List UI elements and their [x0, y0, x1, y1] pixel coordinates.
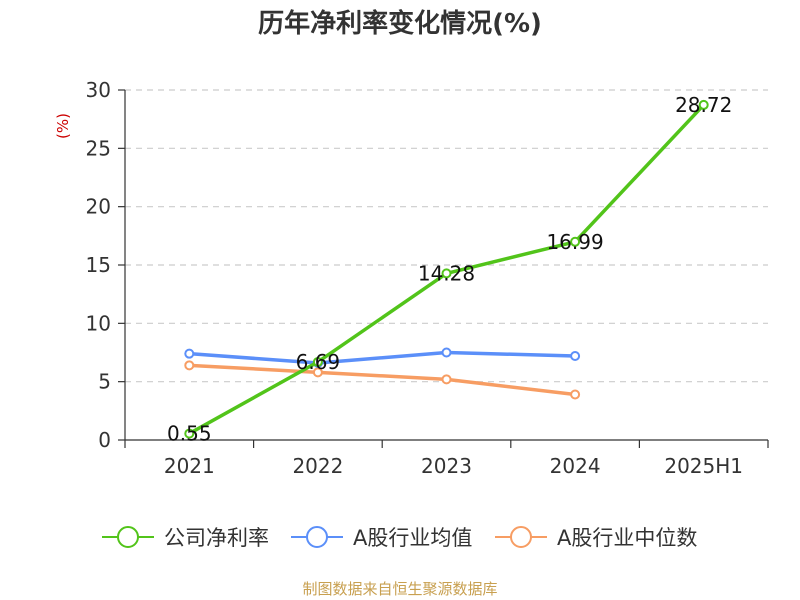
- x-tick-label: 2023: [421, 454, 472, 478]
- data-label: 16.99: [546, 230, 603, 254]
- data-labels: 0.55 6.69 14.28 16.99 28.72: [167, 93, 732, 446]
- data-point: [312, 356, 323, 367]
- y-tick-label: 20: [86, 195, 111, 219]
- y-tick-label: 30: [86, 78, 111, 102]
- x-tick-label: 2021: [164, 454, 215, 478]
- series-line: [187, 350, 577, 365]
- data-point: [570, 389, 581, 400]
- series-lines: [184, 99, 709, 439]
- legend-label: A股行业中位数: [557, 526, 697, 550]
- data-point: [312, 367, 323, 378]
- source-note: 制图数据来自恒生聚源数据库: [302, 580, 497, 598]
- y-axis-unit: (%): [54, 113, 72, 139]
- legend-label: 公司净利率: [164, 526, 269, 550]
- data-point: [184, 428, 195, 439]
- data-point: [698, 99, 709, 110]
- data-label: 6.69: [296, 350, 341, 374]
- x-tick-label: 2022: [292, 454, 343, 478]
- x-tick-label: 2024: [550, 454, 601, 478]
- data-label: 14.28: [418, 261, 475, 285]
- data-point: [570, 351, 581, 361]
- data-point: [441, 268, 452, 279]
- y-tick-label: 0: [98, 428, 111, 452]
- x-tick-label: 2025H1: [664, 454, 743, 478]
- data-point: [184, 348, 195, 359]
- legend: 公司净利率 A股行业均值 A股行业中位数: [102, 526, 697, 550]
- series-line: [187, 363, 577, 397]
- axes: 0 5 10 15 20 25 30 2021 2022 2023 2024 2025H1: [86, 78, 769, 478]
- y-tick-label: 5: [98, 370, 111, 394]
- data-point: [441, 374, 452, 385]
- data-point: [184, 360, 195, 371]
- y-tick-label: 25: [86, 136, 111, 160]
- data-label: 28.72: [675, 93, 732, 117]
- data-point: [441, 347, 452, 358]
- data-label: 0.55: [167, 422, 212, 446]
- grid: [125, 89, 768, 383]
- y-tick-label: 10: [86, 311, 111, 335]
- chart-title: 历年净利率变化情况(%): [258, 8, 542, 39]
- legend-marker-icon: [510, 526, 532, 548]
- legend-marker-icon: [306, 526, 328, 548]
- legend-marker-icon: [117, 526, 139, 548]
- y-tick-label: 15: [86, 253, 111, 277]
- legend-label: A股行业均值: [353, 526, 472, 550]
- data-point: [570, 236, 581, 247]
